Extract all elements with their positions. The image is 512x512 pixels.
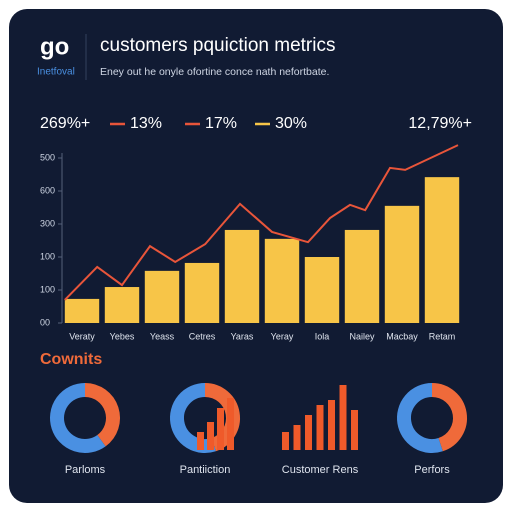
bar — [304, 257, 340, 323]
x-tick-label: Cetres — [189, 331, 216, 341]
widget-label: Pantiiction — [180, 464, 231, 476]
donut-slice — [431, 383, 467, 452]
x-tick-label: Veraty — [69, 331, 95, 341]
brand: Inetfoval — [37, 67, 75, 78]
stat-value: 12,79%+ — [408, 115, 472, 132]
subtitle: Eney out he onyle ofortine conce nath ne… — [100, 66, 329, 78]
mini-bar — [316, 405, 324, 450]
y-tick-label: 100 — [40, 284, 55, 294]
x-tick-label: Macbay — [386, 331, 418, 341]
x-tick-label: Yeass — [150, 331, 175, 341]
logo: go — [40, 33, 69, 60]
mini-bar — [217, 408, 224, 450]
x-tick-label: Iola — [315, 331, 330, 341]
widget-label: Parloms — [65, 464, 106, 476]
bar — [424, 177, 460, 323]
mini-bar — [351, 410, 358, 450]
x-tick-label: Yeray — [271, 331, 294, 341]
donut-slice — [50, 383, 106, 453]
mini-bar — [282, 432, 289, 450]
line — [64, 144, 459, 301]
mini-bar — [293, 425, 301, 450]
stat-value: 17% — [205, 115, 237, 132]
mini-bar — [339, 385, 347, 450]
y-tick-label: 300 — [40, 218, 55, 228]
bar — [224, 229, 260, 323]
stat-value: 30% — [275, 115, 307, 132]
section-title: Cownits — [40, 351, 102, 368]
x-tick-label: Yebes — [110, 331, 135, 341]
x-tick-label: Nailey — [349, 331, 375, 341]
donut-slice — [84, 383, 120, 447]
bar — [264, 238, 300, 323]
x-tick-label: Yaras — [231, 331, 254, 341]
bar — [64, 298, 100, 323]
bar — [144, 270, 180, 323]
y-tick-label: 600 — [40, 185, 55, 195]
mini-bar — [305, 415, 312, 450]
widget-label: Customer Rens — [282, 464, 359, 476]
donut-slice — [397, 383, 443, 453]
widget-label: Perfors — [414, 464, 450, 476]
mini-bar — [207, 422, 214, 450]
mini-bar — [197, 432, 204, 450]
mini-bar — [227, 398, 234, 450]
y-tick-label: 00 — [40, 317, 50, 327]
mini-bar — [328, 400, 335, 450]
title: customers pquiction metrics — [100, 35, 335, 56]
x-tick-label: Retam — [429, 331, 456, 341]
bar — [344, 229, 380, 323]
bar — [184, 262, 220, 323]
bar — [384, 205, 420, 323]
stat-value: 269%+ — [40, 115, 90, 132]
y-tick-label: 100 — [40, 251, 55, 261]
stat-value: 13% — [130, 115, 162, 132]
y-tick-label: 500 — [40, 152, 55, 162]
bar — [104, 287, 140, 323]
